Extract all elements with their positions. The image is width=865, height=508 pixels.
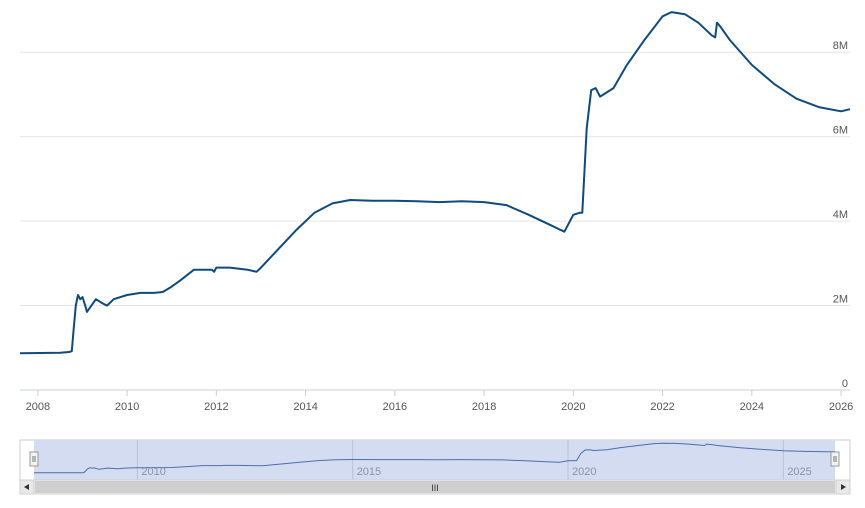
y-tick-label: 4M bbox=[833, 209, 848, 221]
y-axis-labels: 0 2M 4M 6M 8M bbox=[833, 40, 848, 390]
x-tick-label: 2016 bbox=[383, 401, 407, 413]
x-tick-label: 2024 bbox=[740, 401, 764, 413]
y-tick-label: 0 bbox=[842, 378, 848, 390]
navigator-right-handle[interactable] bbox=[830, 451, 840, 467]
y-gridlines bbox=[20, 51, 850, 307]
y-tick-label: 2M bbox=[833, 294, 848, 306]
y-tick-label: 6M bbox=[833, 125, 848, 137]
scrollbar-grip[interactable]: III bbox=[431, 483, 439, 493]
navigator-left-handle[interactable] bbox=[29, 451, 39, 467]
scroll-left-button[interactable] bbox=[19, 479, 35, 495]
navigator-label: 2025 bbox=[787, 466, 811, 478]
navigator-series-line bbox=[34, 442, 836, 474]
scroll-right-button[interactable] bbox=[835, 479, 851, 495]
scrollbar[interactable]: III bbox=[19, 479, 851, 495]
x-tick-label: 2014 bbox=[293, 401, 317, 413]
x-tick-label: 2022 bbox=[650, 401, 674, 413]
triangle-right-icon bbox=[841, 484, 846, 490]
x-tick-label: 2012 bbox=[204, 401, 228, 413]
x-tick-label: 2020 bbox=[561, 401, 585, 413]
navigator-gridlines bbox=[136, 440, 784, 480]
x-tick-label: 2008 bbox=[26, 401, 50, 413]
navigator-labels: 2010 2015 2020 2025 bbox=[141, 466, 811, 478]
navigator-label: 2020 bbox=[572, 466, 596, 478]
series-line bbox=[19, 11, 851, 355]
x-tick-label: 2010 bbox=[115, 401, 139, 413]
x-tick-marks bbox=[37, 390, 842, 396]
scrollbar-thumb[interactable] bbox=[35, 481, 835, 493]
x-tick-label: 2026 bbox=[829, 401, 853, 413]
y-tick-label: 8M bbox=[833, 40, 848, 52]
navigator-label: 2015 bbox=[357, 466, 381, 478]
navigator[interactable]: 2010 2015 2020 2025 bbox=[19, 439, 851, 481]
x-tick-label: 2018 bbox=[472, 401, 496, 413]
x-axis-labels: 2008 2010 2012 2014 2016 2018 2020 2022 2024 2026 bbox=[26, 401, 854, 413]
triangle-left-icon bbox=[24, 484, 29, 490]
navigator-label: 2010 bbox=[141, 466, 165, 478]
